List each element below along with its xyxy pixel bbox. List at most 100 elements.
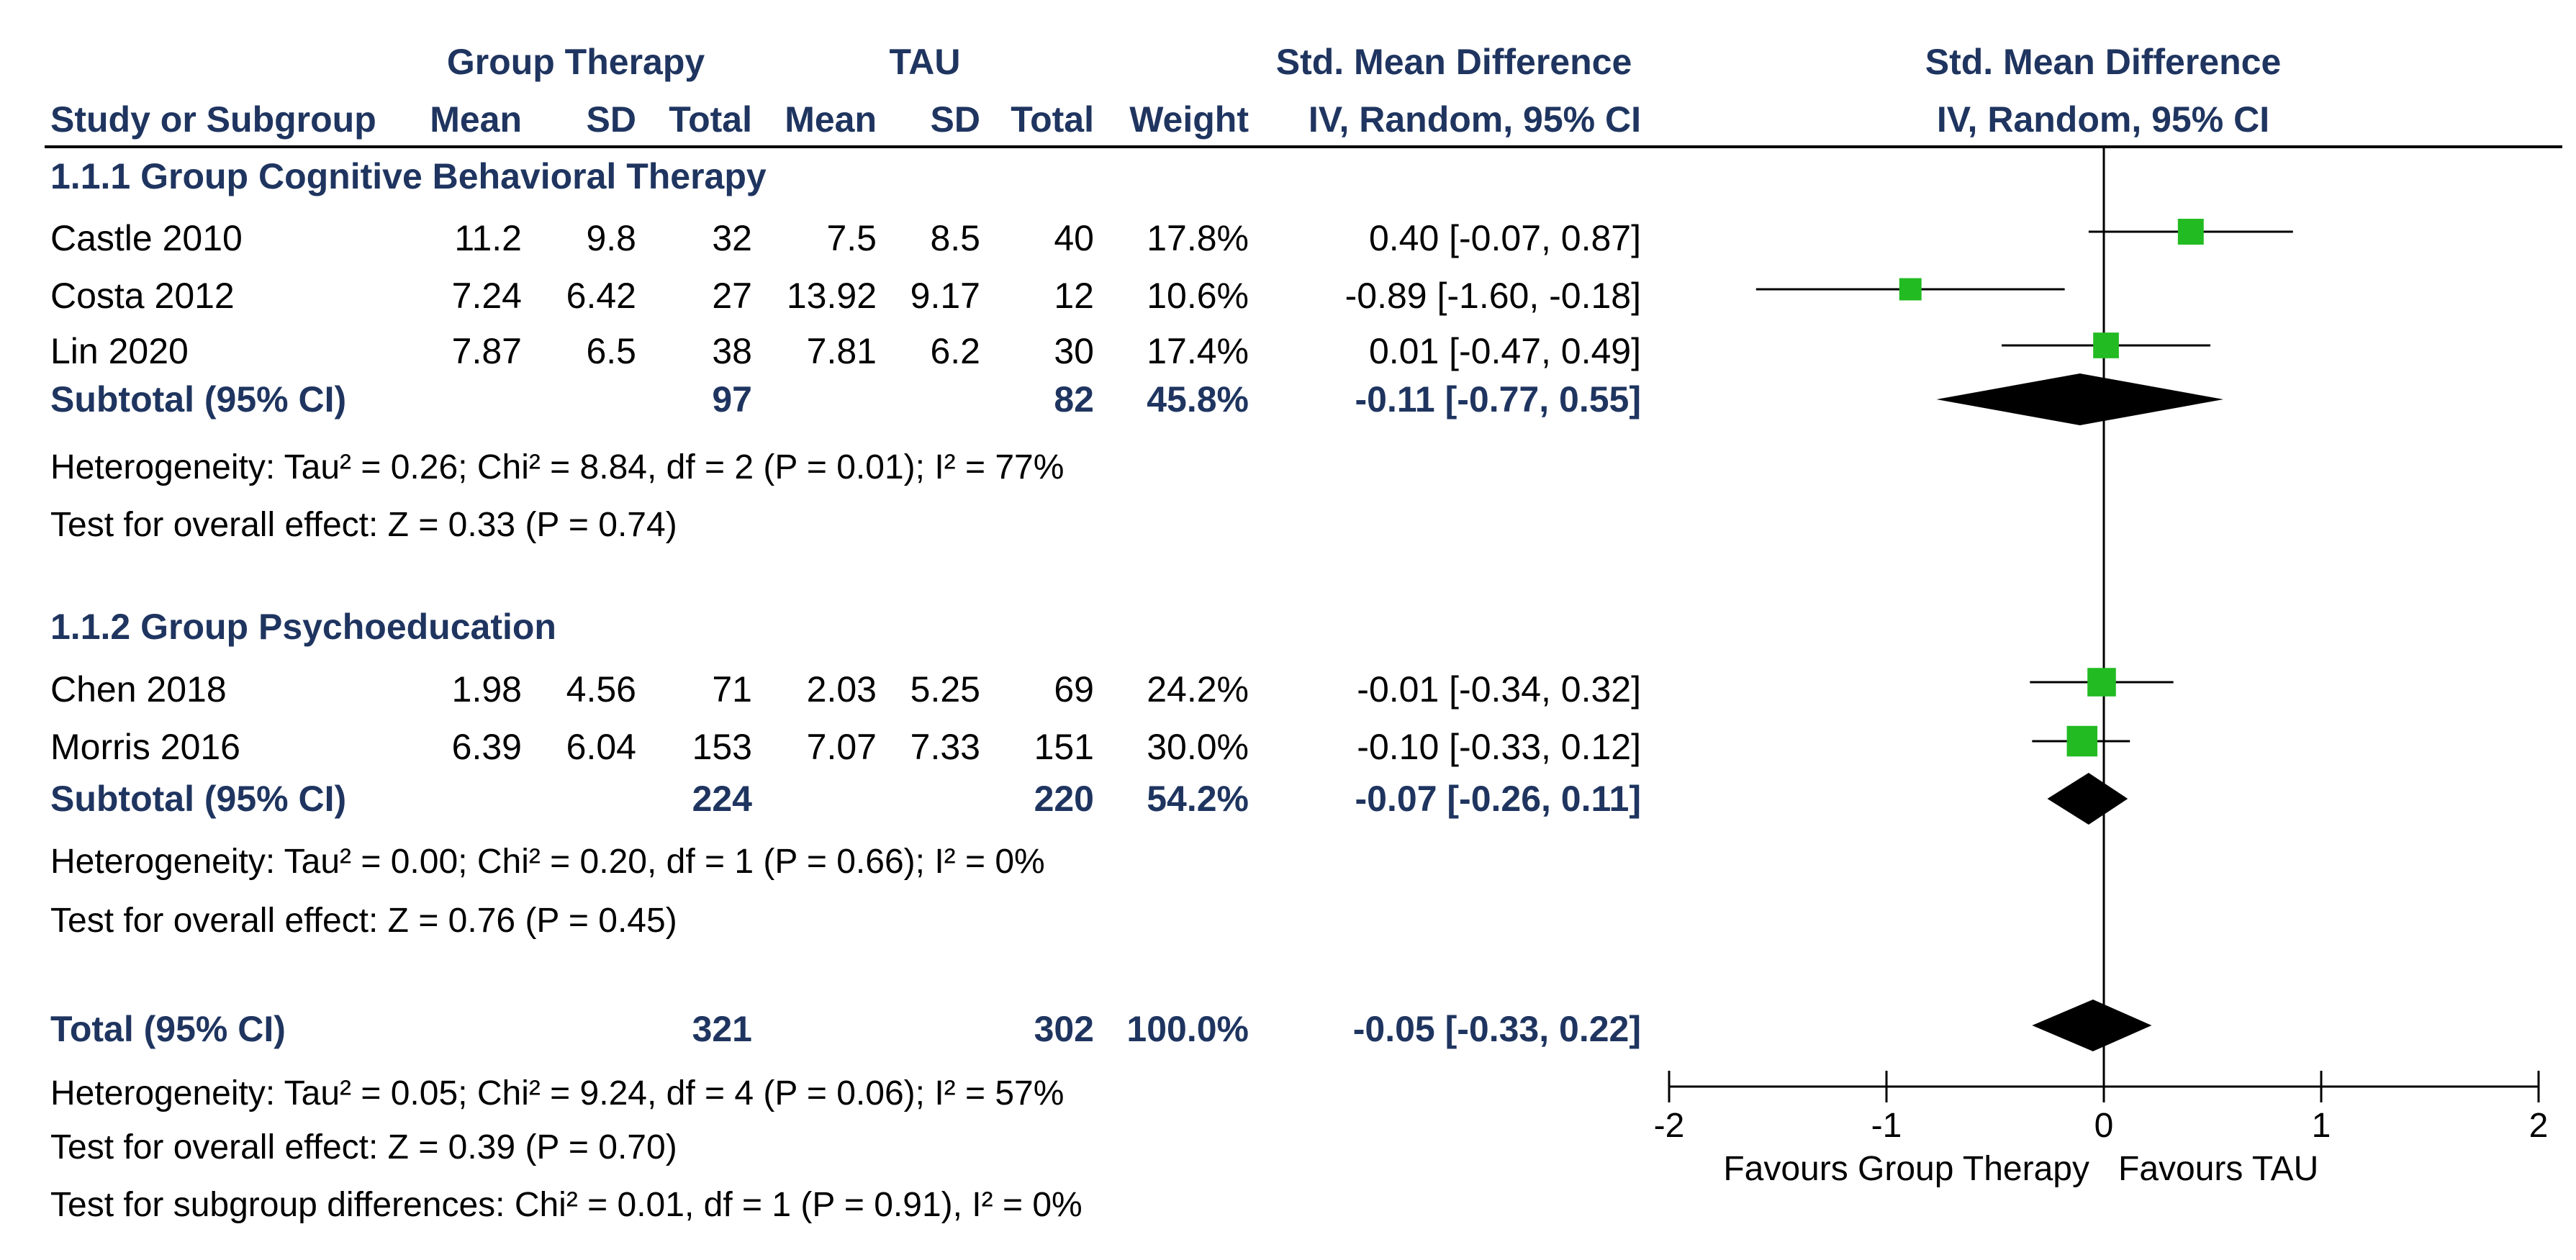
weight: 24.2% [1147, 669, 1249, 710]
sd2: 6.2 [930, 331, 980, 371]
total-row: Total (95% CI) 321 302 100.0% -0.05 [-0.… [50, 1009, 1641, 1049]
total2: 40 [1054, 218, 1094, 258]
forest-plot-area: -2 -1 0 1 2 Favours Group Therapy Favours TAU [1654, 147, 2548, 1188]
total-total1: 321 [692, 1009, 752, 1049]
total1: 153 [692, 727, 752, 767]
subtotal-label: Subtotal (95% CI) [50, 379, 346, 420]
study-marker [2093, 332, 2119, 358]
pooled-diamond [2032, 1000, 2152, 1051]
header-study: Study or Subgroup [50, 99, 376, 140]
heterogeneity-text: Heterogeneity: Tau² = 0.26; Chi² = 8.84,… [50, 448, 1064, 486]
header-sd2: SD [931, 99, 980, 140]
subtotal-row: Subtotal (95% CI) 97 82 45.8% -0.11 [-0.… [50, 379, 1641, 420]
group-title-1: 1.1.1 Group Cognitive Behavioral Therapy [50, 156, 767, 196]
study-marker [2066, 725, 2098, 757]
total1: 27 [712, 276, 752, 316]
study-marker [2177, 219, 2204, 245]
mean1: 1.98 [452, 669, 522, 710]
subtotal-weight: 54.2% [1147, 779, 1249, 819]
total2: 12 [1054, 276, 1094, 316]
sd1: 6.04 [566, 727, 636, 767]
mean2: 7.5 [826, 218, 877, 258]
sd1: 6.42 [566, 276, 636, 316]
total2: 69 [1054, 669, 1094, 710]
header-mean1: Mean [430, 99, 522, 140]
study-name: Morris 2016 [50, 727, 240, 767]
subtotal-total2: 220 [1034, 779, 1094, 819]
header-total2: Total [1011, 99, 1094, 140]
study-name: Lin 2020 [50, 331, 189, 371]
subgroup-differences-text: Test for subgroup differences: Chi² = 0.… [50, 1186, 1083, 1224]
header-sd1: SD [587, 99, 636, 140]
sd1: 4.56 [566, 669, 636, 710]
overall-effect-text: Test for overall effect: Z = 0.76 (P = 0… [50, 902, 677, 940]
sd2: 7.33 [910, 727, 980, 767]
study-name: Castle 2010 [50, 218, 243, 258]
total-total2: 302 [1034, 1009, 1094, 1049]
table-row: Castle 2010 11.2 9.8 32 7.5 8.5 40 17.8%… [50, 218, 1641, 258]
weight: 30.0% [1147, 727, 1249, 767]
ci: -0.10 [-0.33, 0.12] [1357, 727, 1641, 767]
mean2: 7.81 [807, 331, 877, 371]
mean1: 7.87 [452, 331, 522, 371]
table-row: Lin 2020 7.87 6.5 38 7.81 6.2 30 17.4% 0… [50, 331, 1641, 371]
header-tau: TAU [889, 42, 960, 82]
mean1: 7.24 [452, 276, 522, 316]
total1: 32 [712, 218, 752, 258]
total2: 151 [1034, 727, 1094, 767]
total-label: Total (95% CI) [50, 1009, 286, 1049]
subtotal-weight: 45.8% [1147, 379, 1249, 420]
total-heterogeneity-text: Heterogeneity: Tau² = 0.05; Chi² = 9.24,… [50, 1074, 1064, 1112]
ci: -0.89 [-1.60, -0.18] [1345, 276, 1641, 316]
subtotal-total1: 224 [692, 779, 753, 819]
table-row: Costa 2012 7.24 6.42 27 13.92 9.17 12 10… [50, 276, 1641, 316]
total1: 38 [712, 331, 752, 371]
sd2: 5.25 [910, 669, 980, 710]
pooled-diamond [1936, 373, 2224, 425]
subtotal-label: Subtotal (95% CI) [50, 779, 346, 819]
sd2: 9.17 [910, 276, 980, 316]
sd1: 6.5 [586, 331, 636, 371]
study-name: Chen 2018 [50, 669, 227, 710]
total-weight: 100.0% [1126, 1009, 1249, 1049]
study-name: Costa 2012 [50, 276, 235, 316]
mean1: 6.39 [452, 727, 522, 767]
header-group-therapy: Group Therapy [447, 42, 705, 82]
ci: 0.01 [-0.47, 0.49] [1369, 331, 1641, 371]
sd1: 9.8 [586, 218, 636, 258]
study-marker [1899, 278, 1922, 301]
mean1: 11.2 [454, 218, 522, 258]
table-row: Morris 2016 6.39 6.04 153 7.07 7.33 151 … [50, 727, 1641, 767]
x-axis-tick-label: -2 [1654, 1107, 1685, 1145]
header-total1: Total [669, 99, 752, 140]
mean2: 7.07 [807, 727, 877, 767]
ci: -0.01 [-0.34, 0.32] [1357, 669, 1641, 710]
header-ci-left: IV, Random, 95% CI [1309, 99, 1641, 140]
study-marker [2087, 668, 2116, 697]
ci: 0.40 [-0.07, 0.87] [1369, 218, 1641, 258]
header-smd-right: Std. Mean Difference [1925, 42, 2282, 82]
favours-right-label: Favours TAU [2118, 1150, 2318, 1188]
subtotal-total2: 82 [1054, 379, 1094, 420]
weight: 10.6% [1147, 276, 1249, 316]
subtotal-total1: 97 [712, 379, 752, 420]
header-smd-left: Std. Mean Difference [1276, 42, 1632, 82]
weight: 17.4% [1147, 331, 1249, 371]
total-overall-effect-text: Test for overall effect: Z = 0.39 (P = 0… [50, 1128, 677, 1166]
mean2: 13.92 [787, 276, 877, 316]
header-weight: Weight [1129, 99, 1249, 140]
weight: 17.8% [1147, 218, 1249, 258]
header-ci-right: IV, Random, 95% CI [1937, 99, 2269, 140]
sd2: 8.5 [930, 218, 980, 258]
subtotal-ci: -0.07 [-0.26, 0.11] [1355, 779, 1641, 819]
x-axis-tick-label: 1 [2312, 1107, 2331, 1145]
group-title-2: 1.1.2 Group Psychoeducation [50, 607, 556, 647]
mean2: 2.03 [807, 669, 877, 710]
total2: 30 [1054, 331, 1094, 371]
subtotal-ci: -0.11 [-0.77, 0.55] [1355, 379, 1641, 420]
favours-left-label: Favours Group Therapy [1723, 1150, 2089, 1188]
table-row: Chen 2018 1.98 4.56 71 2.03 5.25 69 24.2… [50, 669, 1641, 710]
header-mean2: Mean [785, 99, 877, 140]
